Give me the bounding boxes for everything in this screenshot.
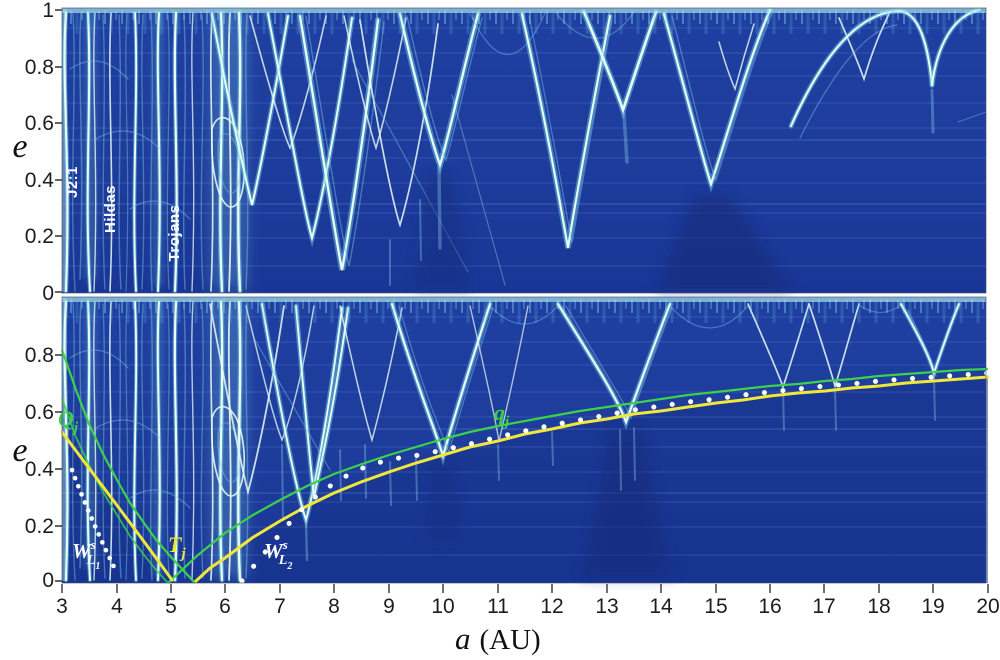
x-tick-label: 10 [431,595,454,618]
x-tick-marks [61,584,989,593]
x-tick-label: 7 [274,595,286,618]
label-trojans: Trojans [166,205,183,262]
y-tick-label: 0.2 [25,225,54,248]
label-j21: J2:1 [64,166,81,198]
label-WsL2: Ws L2 [264,537,292,572]
x-tick-label: 13 [595,595,618,618]
curve-Qj-companion [61,397,169,584]
y-tick-label: 0.4 [25,169,55,192]
curve-labels: Qj Tj qj Ws L1 Ws L2 [58,400,510,572]
y-axis-label-bottom: e [12,432,27,469]
label-Tj: Tj [168,532,186,562]
y-axis-label-top: e [12,128,27,165]
top-panel-region-labels: J2:1 Hildas Trojans [64,166,183,261]
y-axis-bottom-tick-labels: 0.8 0.6 0.4 0.2 0 [25,344,55,592]
axes: 1 0.8 0.6 0.4 0.2 0 0.8 0.6 0.4 0.2 0 3 … [12,0,999,656]
x-tick-label: 20 [976,595,999,618]
y-tick-marks-top [55,9,62,293]
x-tick-label: 19 [921,595,944,618]
label-hildas: Hildas [102,185,119,233]
curve-Tj-rising [194,375,990,583]
y-tick-label: 1 [42,0,54,22]
x-tick-label: 9 [383,595,395,618]
curve-WsL1-dotted [69,467,120,576]
y-tick-label: 0.6 [25,401,54,424]
x-tick-label: 17 [812,595,835,618]
y-tick-label: 0 [42,569,54,592]
x-tick-label: 16 [758,595,781,618]
x-tick-label: 11 [487,595,509,618]
y-tick-label: 0.4 [25,458,55,481]
curve-Tj-descending [60,430,174,582]
y-tick-label: 0.8 [25,56,54,79]
curve-WsL2-dotted [239,370,991,584]
x-tick-label: 12 [540,595,563,618]
x-tick-label: 15 [704,595,727,618]
x-tick-label: 8 [328,595,340,618]
overlay-curves [60,349,991,584]
y-tick-label: 0.6 [25,112,54,135]
label-qj: qj [494,400,510,430]
x-tick-label: 3 [56,595,68,618]
x-axis-label: a (AU) [455,621,541,656]
x-tick-label: 5 [165,595,177,618]
top-heatmap-panel: J2:1 Hildas Trojans [62,8,987,293]
curve-Qj-descending [60,349,196,584]
y-tick-label: 0 [42,282,54,305]
x-tick-label: 6 [219,595,231,618]
x-axis-tick-labels: 3 4 5 6 7 8 9 10 11 12 13 14 15 16 17 18… [56,595,1000,618]
x-tick-label: 14 [649,595,673,618]
label-WsL1: Ws L1 [72,537,100,572]
x-tick-label: 4 [111,595,123,618]
y-axis-top-tick-labels: 1 0.8 0.6 0.4 0.2 0 [25,0,55,305]
y-tick-marks-bottom [55,354,62,582]
y-tick-label: 0.8 [25,344,54,367]
bottom-heatmap-panel: Qj Tj qj Ws L1 Ws L2 [58,297,991,584]
y-tick-label: 0.2 [25,515,54,538]
x-tick-label: 18 [867,595,890,618]
curve-qj-rising [167,367,989,584]
